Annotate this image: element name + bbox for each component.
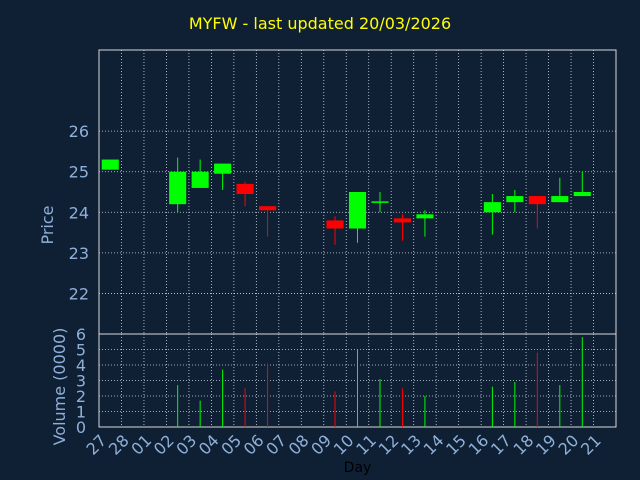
candle-body: [326, 220, 344, 229]
candle-body: [191, 171, 209, 188]
price-tick-label: 22: [69, 284, 89, 303]
volume-tick-label: 2: [76, 387, 86, 406]
price-tick-label: 25: [69, 163, 89, 182]
chart-title: MYFW - last updated 20/03/2026: [188, 14, 452, 33]
volume-tick-label: 0: [76, 418, 86, 437]
candle-body: [551, 196, 569, 203]
candle-body: [573, 192, 591, 197]
price-axis-label: Price: [38, 205, 57, 244]
candle-body: [348, 192, 367, 229]
volume-tick-label: 3: [76, 372, 86, 391]
candle-body: [506, 196, 524, 203]
volume-tick-label: 4: [76, 356, 86, 375]
price-tick-label: 23: [69, 244, 89, 263]
candle-body: [416, 214, 434, 219]
candle-body: [214, 163, 232, 174]
candle-body: [483, 202, 501, 213]
candle-body: [259, 206, 277, 211]
volume-axis-label: Volume (0000): [50, 328, 69, 446]
candle-body: [393, 218, 411, 223]
x-axis-label: Day: [344, 460, 372, 476]
price-tick-label: 26: [69, 122, 89, 141]
candle-body: [169, 171, 187, 205]
price-tick-label: 24: [69, 203, 89, 222]
candle-body: [528, 196, 546, 205]
volume-tick-label: 6: [76, 325, 86, 344]
volume-tick-label: 1: [76, 403, 86, 422]
x-tick-label: 21: [577, 431, 605, 459]
candle-body: [101, 159, 119, 170]
volume-tick-label: 5: [76, 341, 86, 360]
candle-body: [236, 183, 254, 195]
